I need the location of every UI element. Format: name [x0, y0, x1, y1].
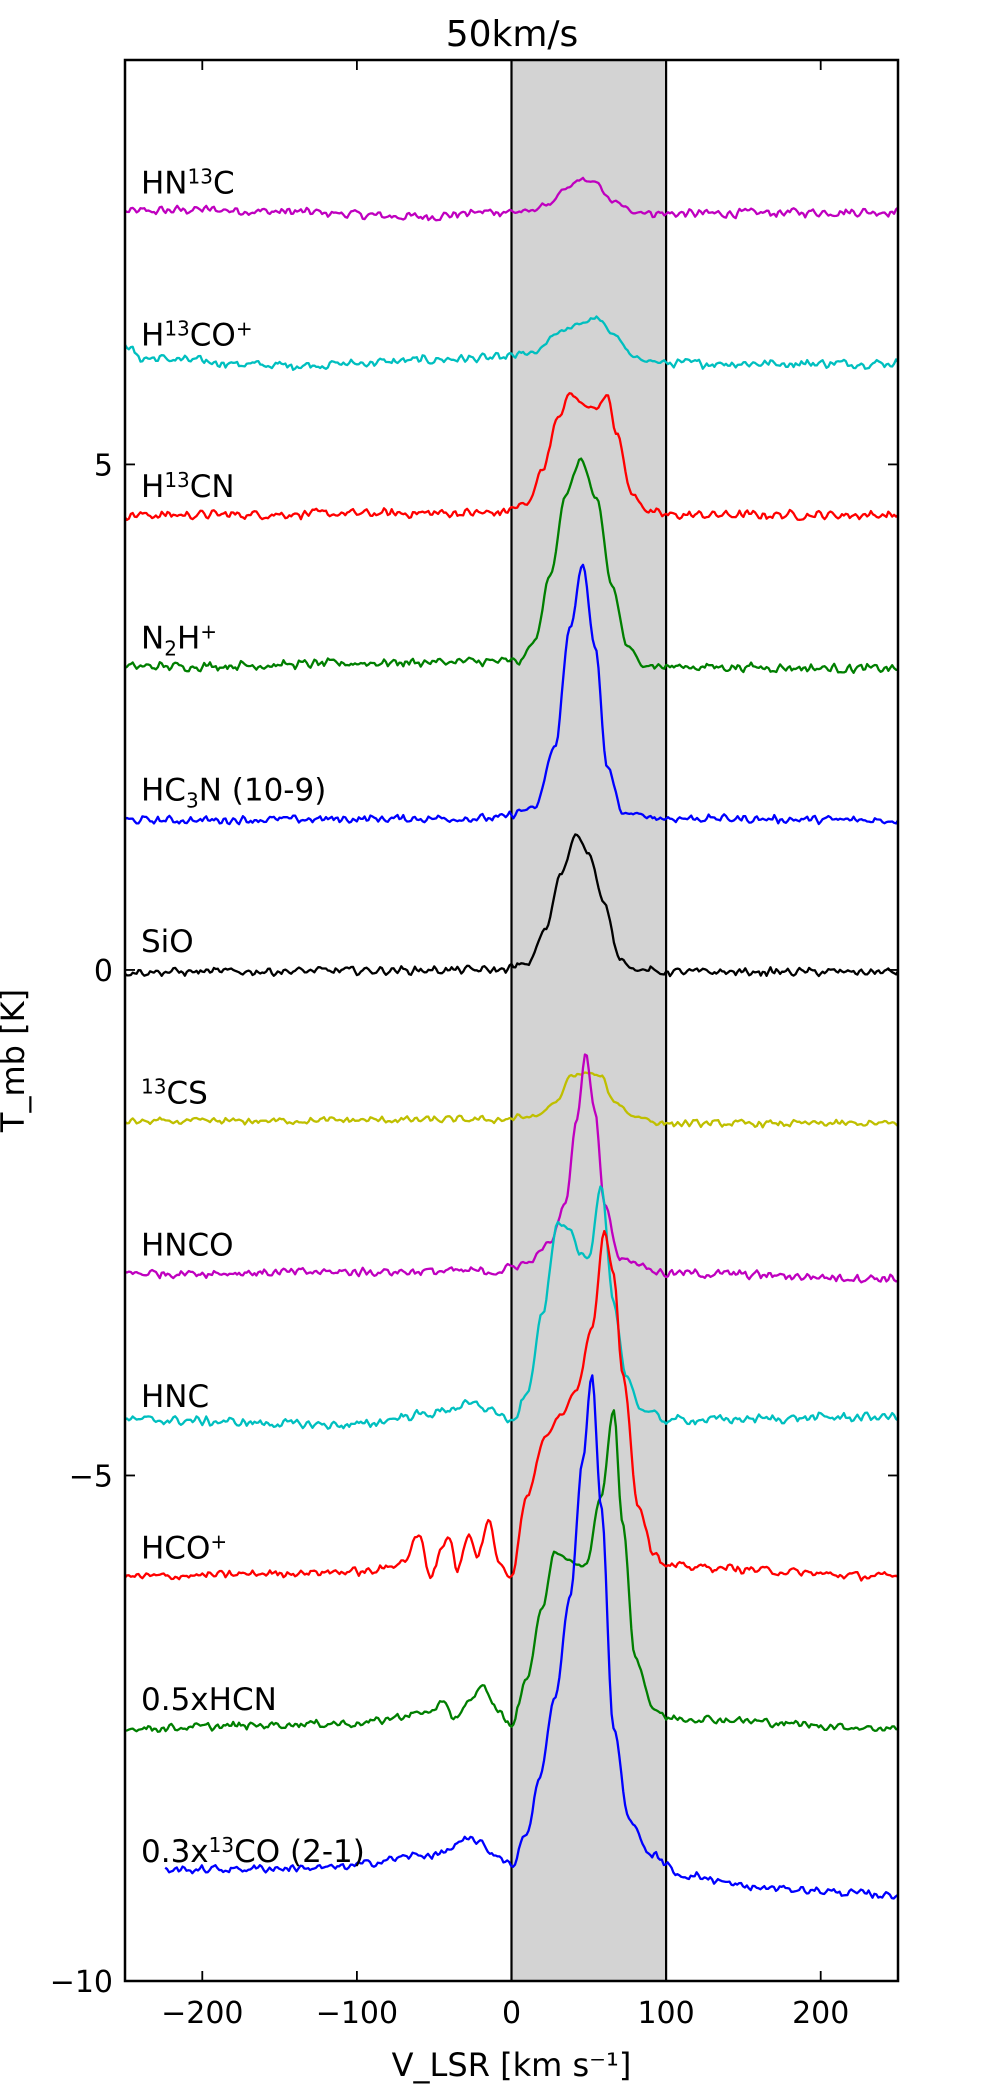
series-label-layer: HN13C H13CO+ H13CN N2H+ HC3N (10-9) SiO 13CS HN…: [141, 165, 365, 1870]
series-label: 13CS: [141, 1075, 208, 1112]
series-label: N2H+: [141, 620, 217, 661]
series-label: H13CO+: [141, 316, 253, 353]
series-line: [124, 1053, 899, 1284]
shaded-velocity-band: [511, 60, 667, 1981]
series-line: [124, 315, 899, 371]
series-line: [124, 176, 899, 222]
y-tick-label: 0: [94, 954, 113, 989]
x-tick-label: 200: [792, 1996, 849, 2031]
x-tick-label: −200: [161, 1996, 243, 2031]
x-axis-label: V_LSR [km s⁻¹]: [392, 2046, 632, 2084]
series-label: HNCO: [141, 1227, 234, 1263]
y-tick-label: −10: [50, 1965, 113, 2000]
series-line: [124, 457, 899, 674]
x-tick-label: 100: [637, 1996, 694, 2031]
series-label: HC3N (10-9): [141, 772, 326, 812]
series-line: [124, 1229, 899, 1582]
series-label: HN13C: [141, 165, 235, 202]
series-line: [124, 1409, 898, 1733]
series-label: HCO+: [141, 1530, 227, 1567]
x-tick-label: 0: [502, 1996, 521, 2031]
series-label: H13CN: [141, 468, 235, 505]
series-line: [164, 1374, 899, 1900]
y-tick-label: −5: [69, 1459, 113, 1494]
series-label: HNC: [141, 1379, 209, 1415]
series-layer: [124, 176, 900, 1900]
y-tick-label: 5: [94, 448, 113, 483]
tick-layer: −200 −100 0 100 200 −10 −5 0 5: [50, 60, 898, 2031]
y-axis-label: T_mb [K]: [0, 989, 32, 1133]
series-line: [124, 1071, 899, 1129]
chart-title: 50km/s: [446, 14, 579, 55]
series-line: [124, 1185, 899, 1430]
series-line: [124, 563, 899, 826]
series-label: 0.3x13CO (2-1): [141, 1833, 365, 1870]
x-tick-label: −100: [316, 1996, 398, 2031]
series-label: 0.5xHCN: [141, 1682, 277, 1718]
series-line: [124, 392, 899, 522]
series-line: [124, 833, 900, 978]
series-label: SiO: [141, 924, 194, 960]
